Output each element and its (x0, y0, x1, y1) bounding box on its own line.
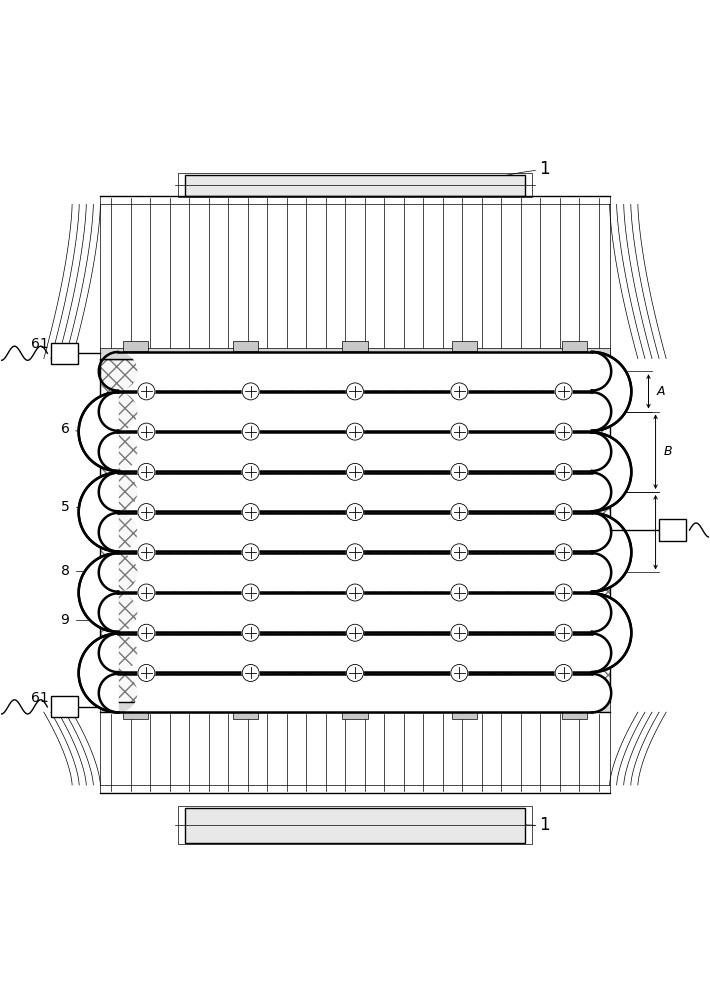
PathPatch shape (118, 634, 611, 672)
Circle shape (138, 423, 155, 440)
Polygon shape (79, 553, 118, 632)
Circle shape (346, 584, 364, 601)
Bar (233, 341, 258, 351)
PathPatch shape (118, 593, 611, 632)
Bar (51, 696, 78, 717)
Bar (51, 343, 78, 364)
Circle shape (555, 544, 572, 561)
Text: 6: 6 (60, 422, 70, 436)
Text: B: B (664, 445, 672, 458)
Bar (100, 712, 610, 793)
Polygon shape (79, 634, 118, 712)
Circle shape (242, 584, 259, 601)
Text: 31: 31 (539, 364, 560, 382)
Circle shape (242, 383, 259, 400)
Circle shape (138, 504, 155, 521)
Bar (342, 711, 368, 719)
Bar (233, 711, 258, 719)
Polygon shape (79, 392, 118, 471)
Text: 61: 61 (31, 337, 49, 351)
Polygon shape (79, 473, 118, 551)
Circle shape (242, 624, 259, 641)
Text: C: C (664, 526, 673, 539)
Circle shape (451, 664, 468, 681)
Circle shape (451, 584, 468, 601)
Circle shape (346, 463, 364, 480)
Polygon shape (592, 352, 631, 431)
Bar (185, 175, 525, 196)
Bar (123, 341, 148, 351)
Text: 8: 8 (60, 564, 70, 578)
Circle shape (555, 624, 572, 641)
Circle shape (555, 664, 572, 681)
PathPatch shape (118, 473, 611, 511)
Bar (100, 348, 610, 359)
Bar (178, 173, 532, 197)
Bar (100, 196, 610, 359)
Circle shape (451, 463, 468, 480)
Circle shape (346, 544, 364, 561)
Circle shape (242, 504, 259, 521)
Text: 61: 61 (557, 567, 574, 581)
Polygon shape (592, 593, 631, 672)
Circle shape (138, 624, 155, 641)
Text: 1: 1 (539, 160, 550, 178)
Text: 5: 5 (60, 500, 70, 514)
Circle shape (138, 544, 155, 561)
Circle shape (346, 423, 364, 440)
Circle shape (451, 383, 468, 400)
Circle shape (555, 584, 572, 601)
Bar (123, 711, 148, 719)
PathPatch shape (118, 432, 611, 471)
Bar (452, 711, 477, 719)
Polygon shape (592, 513, 631, 592)
Circle shape (346, 504, 364, 521)
Circle shape (555, 383, 572, 400)
Bar (452, 341, 477, 351)
Circle shape (242, 664, 259, 681)
PathPatch shape (118, 513, 611, 551)
Bar (562, 711, 587, 719)
PathPatch shape (118, 352, 611, 391)
Circle shape (451, 423, 468, 440)
Circle shape (138, 584, 155, 601)
Circle shape (242, 463, 259, 480)
Bar (342, 341, 368, 351)
PathPatch shape (118, 392, 611, 431)
Circle shape (346, 624, 364, 641)
Text: 61: 61 (31, 691, 49, 705)
Circle shape (346, 664, 364, 681)
Polygon shape (592, 432, 631, 511)
Bar (178, 806, 532, 844)
Bar (100, 359, 610, 702)
Circle shape (242, 544, 259, 561)
Circle shape (555, 463, 572, 480)
PathPatch shape (118, 674, 611, 712)
Circle shape (451, 624, 468, 641)
Circle shape (451, 544, 468, 561)
Text: 1: 1 (539, 816, 550, 834)
Circle shape (451, 504, 468, 521)
Text: A: A (657, 385, 665, 398)
Circle shape (346, 383, 364, 400)
Circle shape (138, 664, 155, 681)
Circle shape (555, 423, 572, 440)
Circle shape (555, 504, 572, 521)
Bar (562, 341, 587, 351)
PathPatch shape (118, 553, 611, 592)
Bar (659, 519, 686, 541)
Bar (185, 808, 525, 843)
Circle shape (138, 463, 155, 480)
Bar (100, 702, 610, 712)
Bar (100, 359, 610, 702)
Circle shape (138, 383, 155, 400)
Text: 9: 9 (60, 613, 70, 627)
Circle shape (242, 423, 259, 440)
